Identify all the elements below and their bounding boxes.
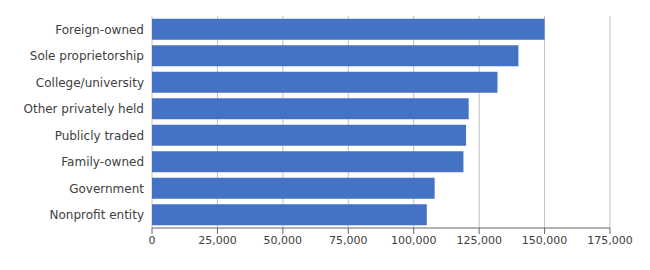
svg-text:Other privately held: Other privately held [23,102,144,116]
svg-text:Sole proprietorship: Sole proprietorship [30,49,144,63]
svg-text:100,000: 100,000 [391,234,437,247]
svg-text:Government: Government [69,182,144,196]
svg-text:125,000: 125,000 [456,234,502,247]
svg-text:Family-owned: Family-owned [61,155,144,169]
svg-text:175,000: 175,000 [587,234,633,247]
svg-text:0: 0 [149,234,156,247]
svg-text:150,000: 150,000 [522,234,568,247]
svg-text:50,000: 50,000 [264,234,303,247]
svg-text:Publicly traded: Publicly traded [55,129,144,143]
svg-text:Nonprofit entity: Nonprofit entity [50,208,144,222]
svg-text:Foreign-owned: Foreign-owned [55,23,144,37]
svg-text:75,000: 75,000 [329,234,368,247]
svg-text:College/university: College/university [36,76,144,90]
svg-text:25,000: 25,000 [198,234,237,247]
